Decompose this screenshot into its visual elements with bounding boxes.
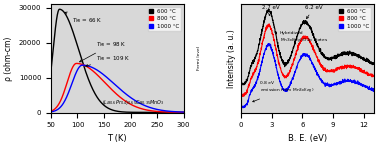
Text: $T_{MI}$ = 109 K: $T_{MI}$ = 109 K: [86, 54, 130, 67]
Text: $T_{MI}$ = 98 K: $T_{MI}$ = 98 K: [79, 40, 127, 62]
Text: 2.7 eV: 2.7 eV: [262, 5, 279, 16]
Text: Hybridized
Mn3d($t_{2g}$)/O2p states: Hybridized Mn3d($t_{2g}$)/O2p states: [280, 31, 328, 45]
Text: 6.2 eV: 6.2 eV: [305, 5, 323, 19]
Y-axis label: Intensity (a. u.): Intensity (a. u.): [227, 29, 235, 88]
Legend: 600 °C, 800 °C, 1000 °C: 600 °C, 800 °C, 1000 °C: [338, 7, 371, 31]
Text: $(La_{0.6}Pr_{0.4})_{0.65}Ca_{0.35}MnO_3$: $(La_{0.6}Pr_{0.4})_{0.65}Ca_{0.35}MnO_3…: [102, 98, 164, 107]
Text: $T_{MI}$ = 66 K: $T_{MI}$ = 66 K: [65, 12, 103, 25]
X-axis label: T (K): T (K): [107, 134, 127, 143]
Text: Fermi level: Fermi level: [197, 46, 201, 70]
Y-axis label: ρ (ohm-cm): ρ (ohm-cm): [4, 36, 13, 81]
X-axis label: B. E. (eV): B. E. (eV): [288, 134, 327, 143]
Legend: 600 °C, 800 °C, 1000 °C: 600 °C, 800 °C, 1000 °C: [148, 7, 181, 31]
Text: 0.8 eV
emission from Mn3d($e_g$): 0.8 eV emission from Mn3d($e_g$): [253, 81, 314, 102]
